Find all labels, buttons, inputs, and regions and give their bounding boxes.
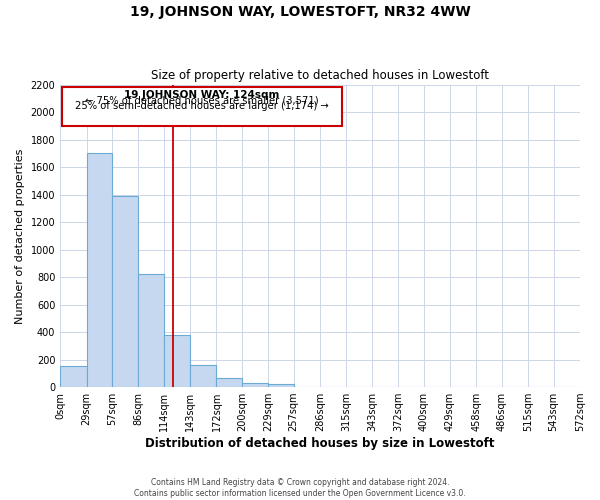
Y-axis label: Number of detached properties: Number of detached properties [15, 148, 25, 324]
Bar [86, 154, 112, 387]
Bar [164, 335, 190, 387]
Bar [139, 274, 164, 387]
Text: 19, JOHNSON WAY, LOWESTOFT, NR32 4WW: 19, JOHNSON WAY, LOWESTOFT, NR32 4WW [130, 5, 470, 19]
Bar [217, 378, 242, 387]
Text: Contains HM Land Registry data © Crown copyright and database right 2024.
Contai: Contains HM Land Registry data © Crown c… [134, 478, 466, 498]
Text: ← 75% of detached houses are smaller (3,571): ← 75% of detached houses are smaller (3,… [85, 96, 319, 106]
Text: 19 JOHNSON WAY: 124sqm: 19 JOHNSON WAY: 124sqm [124, 90, 280, 100]
Bar [242, 383, 268, 387]
Bar [60, 366, 86, 387]
Bar [268, 384, 294, 387]
Text: 25% of semi-detached houses are larger (1,174) →: 25% of semi-detached houses are larger (… [75, 101, 329, 111]
Title: Size of property relative to detached houses in Lowestoft: Size of property relative to detached ho… [151, 69, 489, 82]
X-axis label: Distribution of detached houses by size in Lowestoft: Distribution of detached houses by size … [145, 437, 495, 450]
Bar [62, 86, 342, 126]
Bar [190, 365, 217, 387]
Bar [112, 196, 139, 387]
